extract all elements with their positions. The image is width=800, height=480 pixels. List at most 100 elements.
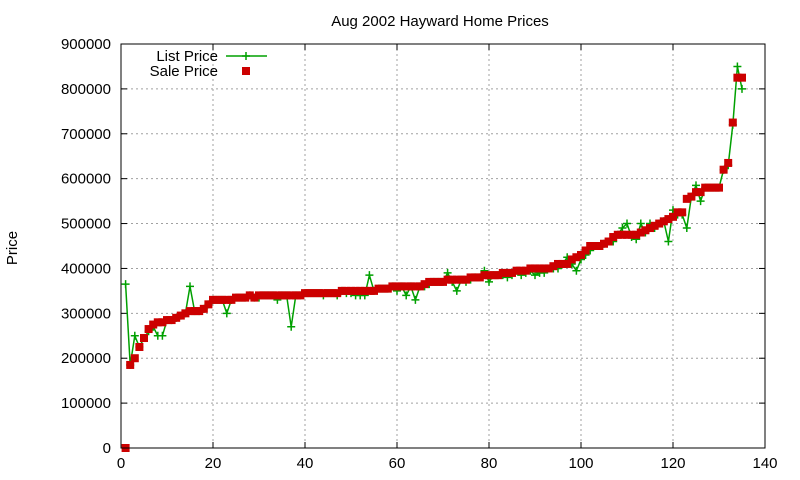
x-tick-label: 140: [752, 455, 777, 472]
x-tick-label: 40: [297, 455, 314, 472]
list-price-point: [443, 268, 452, 277]
sale-price-point: [659, 217, 668, 226]
sale-price-point: [535, 264, 544, 273]
sale-price-point: [411, 282, 420, 291]
sale-price-point: [604, 237, 613, 246]
sale-price-point: [365, 286, 374, 295]
sale-price-point: [512, 266, 521, 275]
x-tick-label: 80: [481, 455, 498, 472]
sale-price-point: [310, 289, 319, 298]
sale-price-point: [678, 208, 687, 217]
sale-price-point: [255, 291, 263, 300]
sale-price-point: [429, 277, 438, 286]
sale-price-point: [540, 264, 549, 273]
sale-price-point: [135, 343, 144, 351]
sale-price-point: [641, 226, 650, 235]
y-axis-label: Price: [4, 231, 21, 265]
sale-price-point: [296, 291, 305, 300]
y-tick-label: 800000: [61, 81, 111, 98]
sale-price-point: [181, 309, 190, 318]
sale-price-point: [673, 208, 682, 217]
sale-price-point: [581, 246, 590, 255]
sale-price-point: [724, 158, 733, 167]
plot-frame: [120, 43, 766, 449]
sale-price-point: [314, 289, 323, 298]
legend-marker-sale-price: [242, 67, 250, 75]
sale-price-point: [406, 282, 415, 291]
y-tick-label: 600000: [61, 171, 111, 188]
sale-price-point: [172, 313, 181, 322]
sale-price-point: [278, 291, 286, 300]
sale-price-point: [388, 282, 397, 291]
sale-price-point: [618, 230, 627, 239]
sale-price-point: [466, 273, 475, 282]
sale-price-point: [623, 230, 631, 239]
sale-price-point: [669, 212, 677, 221]
sale-price-point: [521, 266, 530, 275]
sale-price-point: [480, 271, 489, 280]
sale-price-point: [328, 289, 337, 298]
sale-price-point: [163, 316, 171, 325]
x-tick-label: 60: [389, 455, 406, 472]
sale-price-point: [627, 230, 636, 239]
sale-price-point: [383, 284, 392, 293]
sale-price-point: [195, 307, 204, 316]
list-price-point: [636, 219, 645, 228]
sale-price-point: [471, 273, 480, 282]
list-price-point: [738, 84, 746, 93]
sale-price-point: [319, 289, 328, 298]
sale-price-point: [420, 280, 429, 289]
y-tick-label: 400000: [61, 260, 111, 277]
sale-price-point: [710, 183, 719, 192]
list-price-point: [287, 322, 296, 331]
sale-price-point: [259, 291, 268, 300]
sale-price-point: [282, 291, 291, 300]
sale-price-point: [719, 165, 728, 174]
list-price-point: [531, 271, 539, 280]
sale-price-point: [439, 277, 447, 286]
list-price-point: [618, 224, 627, 233]
list-price-point: [452, 286, 461, 295]
list-price-point: [186, 282, 194, 291]
list-price-point: [158, 331, 167, 340]
grid: [121, 44, 765, 448]
sale-price-point: [586, 242, 595, 250]
y-tick-label: 500000: [61, 216, 111, 233]
sale-price-point: [590, 242, 599, 250]
sale-price-point: [236, 293, 245, 302]
list-price-point: [682, 224, 691, 233]
sale-price-point: [268, 291, 277, 300]
sale-price-point: [567, 255, 576, 264]
sale-price-point: [457, 275, 466, 284]
sale-price-point: [190, 307, 199, 316]
y-tick-label: 700000: [61, 126, 111, 143]
sale-price-point: [291, 291, 300, 300]
list-price-point: [664, 237, 673, 246]
sale-price-point: [149, 320, 158, 329]
sale-price-point: [692, 188, 700, 197]
sale-price-point: [664, 215, 673, 224]
sale-price-point: [517, 266, 526, 275]
sale-price-point: [351, 286, 360, 295]
sale-price-point: [416, 282, 424, 291]
sale-price-point: [494, 271, 503, 280]
sale-price-point: [199, 304, 208, 313]
sale-price-point: [301, 289, 309, 298]
sale-price-point: [324, 289, 332, 298]
sale-price-point: [613, 230, 622, 239]
sale-price-point: [687, 192, 696, 201]
y-tick-label: 300000: [61, 305, 111, 322]
x-tick-label: 20: [205, 455, 222, 472]
sale-price-point: [462, 275, 470, 284]
sale-price-point: [503, 268, 512, 277]
sale-price-point: [126, 360, 135, 369]
sale-price-point: [646, 224, 654, 233]
list-price-point: [411, 295, 420, 304]
sale-price-point: [273, 291, 282, 300]
sale-price-point: [337, 286, 346, 295]
sale-price-point: [158, 318, 167, 327]
x-tick-label: 100: [568, 455, 593, 472]
sale-price-point: [448, 275, 457, 284]
list-price-point: [222, 309, 231, 318]
sale-price-point: [140, 334, 148, 343]
